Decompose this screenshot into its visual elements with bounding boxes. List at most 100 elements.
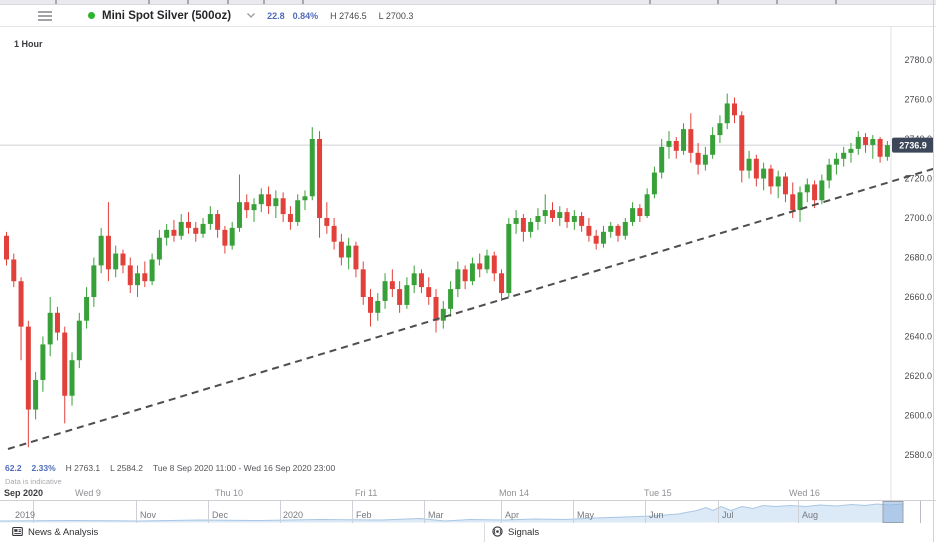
candle <box>258 188 264 213</box>
price-tick-label: 2580.0 <box>904 450 932 460</box>
range-low: L 2584.2 <box>110 463 143 473</box>
candle <box>797 186 803 222</box>
candle <box>564 208 570 228</box>
candle <box>863 133 869 153</box>
candle <box>389 269 395 297</box>
candle <box>462 265 468 290</box>
candle <box>47 297 53 357</box>
chart-navigator[interactable]: 2019 Nov Dec 2020 Feb Mar Apr May Jun Jul Aug <box>0 500 936 524</box>
candle <box>11 253 17 288</box>
candle <box>309 127 315 201</box>
candle <box>54 306 60 341</box>
market-open-dot-icon <box>88 12 95 19</box>
candle <box>710 127 716 159</box>
candle <box>368 289 373 327</box>
candle <box>717 115 723 143</box>
top-strip <box>0 0 936 5</box>
navigator-month-label: Nov <box>140 510 157 520</box>
candle <box>382 273 388 309</box>
menu-icon[interactable] <box>38 10 52 21</box>
candle <box>353 241 359 278</box>
navigator-line <box>0 503 904 522</box>
navigator-month-label: 2020 <box>283 510 304 520</box>
candle <box>251 198 257 222</box>
chevron-down-icon[interactable] <box>247 13 256 18</box>
candle <box>164 223 170 246</box>
session-high: H 2746.5 <box>330 10 367 21</box>
navigator-area <box>0 504 903 523</box>
candle <box>433 289 439 333</box>
candle <box>688 113 694 163</box>
candle <box>302 190 308 211</box>
top-strip-divider <box>227 0 229 4</box>
price-tick-label: 2620.0 <box>904 371 932 381</box>
range-status-bar: 62.2 2.33% H 2763.1 L 2584.2 Tue 8 Sep 2… <box>5 463 345 473</box>
timeframe-label[interactable]: 1 Hour <box>14 39 43 49</box>
candle <box>469 257 475 286</box>
candlestick-chart[interactable]: 2780.02760.02740.02720.02700.02680.02660… <box>0 26 936 500</box>
navigator-month-label: 2019 <box>15 510 36 520</box>
tab-signals[interactable]: Signals <box>492 523 539 542</box>
tab-news-analysis[interactable]: News & Analysis <box>12 523 98 542</box>
candle <box>812 180 818 209</box>
candle <box>178 214 184 240</box>
price-tick-label: 2640.0 <box>904 332 932 342</box>
candle <box>280 192 286 222</box>
candle <box>826 158 832 189</box>
candle <box>244 194 250 218</box>
navigator-window[interactable] <box>882 501 904 523</box>
range-change: 62.2 <box>5 463 22 473</box>
candle <box>69 352 75 406</box>
candle <box>331 218 337 250</box>
candle <box>193 221 199 242</box>
candle <box>207 206 213 230</box>
candle <box>222 225 228 254</box>
time-axis-label: Tue 15 <box>644 488 672 498</box>
candle <box>484 249 490 274</box>
top-strip-divider <box>776 0 778 4</box>
candle <box>375 293 381 321</box>
candle <box>62 326 68 424</box>
time-axis-label: Fri 11 <box>355 488 378 498</box>
candle <box>630 202 636 226</box>
candle <box>4 231 9 266</box>
top-strip-divider <box>148 0 150 4</box>
candle <box>804 178 810 203</box>
candle <box>586 218 592 242</box>
candle <box>513 210 519 234</box>
candle <box>666 131 672 159</box>
candle <box>579 212 585 232</box>
candle <box>732 97 737 124</box>
candle <box>651 166 657 199</box>
navigator-month-label: Jul <box>722 510 734 520</box>
candle <box>622 218 628 240</box>
tab-signals-label: Signals <box>508 527 540 538</box>
indicative-note: Data is indicative <box>5 477 62 486</box>
candle <box>659 139 665 179</box>
candle <box>186 212 191 234</box>
candle <box>535 208 541 230</box>
instrument-title[interactable]: Mini Spot Silver (500oz) <box>102 9 232 22</box>
candle <box>98 227 104 274</box>
range-change-percent: 2.33% <box>31 463 56 473</box>
session-low: L 2700.3 <box>378 10 414 21</box>
candle <box>105 202 111 282</box>
price-tick-label: 2720.0 <box>904 174 932 184</box>
candle <box>113 245 119 278</box>
candle <box>418 269 424 294</box>
candle <box>477 253 483 278</box>
chart-header: Mini Spot Silver (500oz) 22.8 0.84% H 27… <box>0 5 936 27</box>
candle <box>142 261 148 288</box>
candle <box>848 142 854 163</box>
trendline[interactable] <box>7 167 936 450</box>
candle <box>600 225 606 248</box>
time-axis-label: Sep 2020 <box>4 488 44 498</box>
navigator-month-label: May <box>577 510 595 520</box>
top-strip-divider <box>717 0 719 4</box>
top-strip-divider <box>55 0 57 4</box>
time-axis: Sep 2020 Wed 9 Thu 10 Fri 11 Mon 14 Tue 15 Wed… <box>0 486 936 500</box>
navigator-month-label: Jun <box>649 510 664 520</box>
range-high: H 2763.1 <box>65 463 101 473</box>
candle <box>782 172 788 203</box>
